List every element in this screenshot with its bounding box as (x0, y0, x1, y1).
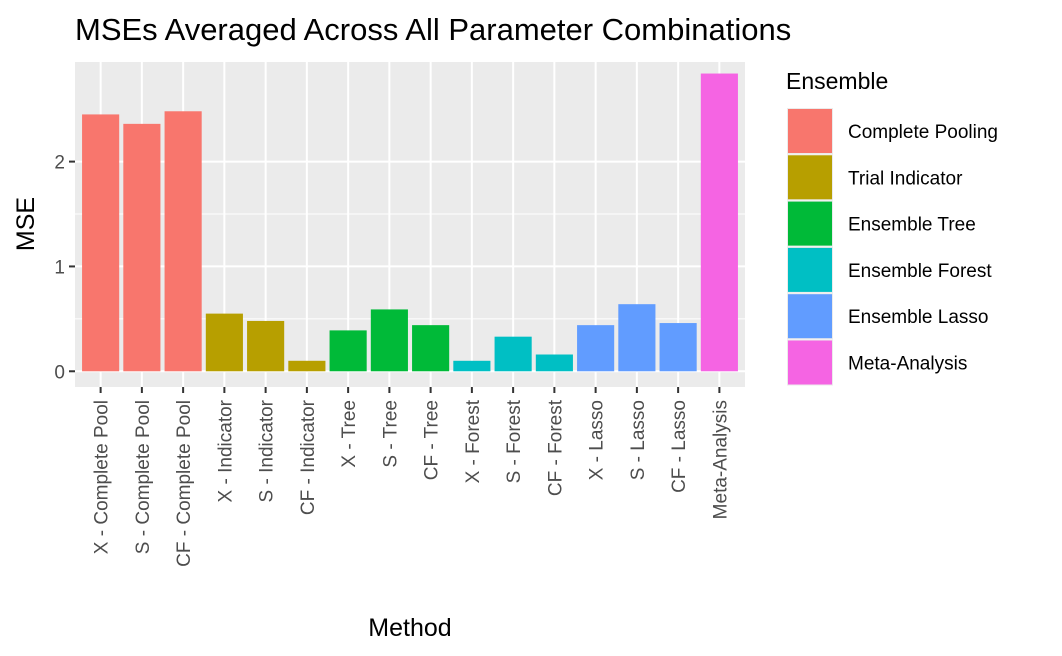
x-tick-label: S - Tree (380, 400, 401, 468)
x-tick-label: Meta-Analysis (710, 400, 731, 519)
y-axis-title: MSE (12, 197, 40, 251)
x-tick-label: S - Lasso (628, 400, 649, 480)
x-tick-label: X - Tree (339, 400, 360, 468)
y-tick-label: 1 (54, 257, 65, 278)
x-tick-label: X - Complete Pool (92, 400, 113, 554)
bar (205, 313, 243, 372)
x-tick-label: X - Lasso (587, 400, 608, 480)
x-tick-label: CF - Complete Pool (174, 400, 195, 567)
legend-label: Trial Indicator (848, 168, 963, 189)
bar (412, 325, 450, 372)
bar (370, 309, 408, 372)
legend-label: Ensemble Tree (848, 215, 976, 236)
x-tick-label: X - Forest (463, 399, 484, 483)
legend: Ensemble Complete Pooling Trial Indicator… (786, 68, 998, 386)
bar (164, 111, 202, 372)
x-tick-label: X - Indicator (215, 399, 236, 502)
x-tick-label: CF - Indicator (298, 399, 319, 515)
bar (535, 354, 573, 372)
x-tick-label: CF - Tree (422, 400, 443, 480)
bar (247, 320, 285, 372)
x-tick-label: S - Indicator (257, 399, 278, 502)
x-axis-title: Method (368, 614, 451, 642)
legend-swatch (788, 201, 832, 246)
y-tick-label: 2 (54, 153, 65, 174)
bar (453, 360, 491, 372)
x-axis: X - Complete Pool S - Complete Pool CF - C… (92, 387, 731, 567)
bar (577, 325, 615, 372)
bar (618, 304, 656, 372)
bar (123, 123, 161, 372)
legend-label: Meta-Analysis (848, 354, 967, 375)
bar (494, 336, 532, 372)
legend-title: Ensemble (786, 68, 888, 94)
x-tick-label: S - Forest (504, 399, 525, 483)
y-tick-label: 0 (54, 362, 65, 383)
legend-label: Ensemble Lasso (848, 307, 988, 328)
legend-swatch (788, 155, 832, 200)
legend-label: Ensemble Forest (848, 261, 992, 282)
x-tick-label: S - Complete Pool (133, 400, 154, 554)
legend-swatch (788, 340, 832, 385)
legend-swatch (788, 247, 832, 292)
legend-label: Complete Pooling (848, 122, 998, 143)
bars (82, 73, 738, 372)
chart-title: MSEs Averaged Across All Parameter Combi… (75, 12, 791, 47)
bar (700, 73, 738, 372)
bar (659, 323, 697, 372)
legend-swatch (788, 294, 832, 339)
bar (82, 114, 120, 372)
bar (329, 330, 367, 372)
y-axis: 0 1 2 (54, 153, 75, 383)
legend-swatch (788, 109, 832, 153)
x-tick-label: CF - Lasso (669, 400, 690, 493)
bar (288, 360, 326, 372)
x-tick-label: CF - Forest (545, 399, 566, 496)
